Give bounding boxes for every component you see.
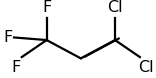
Text: F: F — [3, 30, 12, 45]
Text: Cl: Cl — [138, 60, 154, 75]
Text: F: F — [42, 0, 51, 15]
Text: Cl: Cl — [107, 0, 123, 15]
Text: F: F — [11, 60, 20, 75]
